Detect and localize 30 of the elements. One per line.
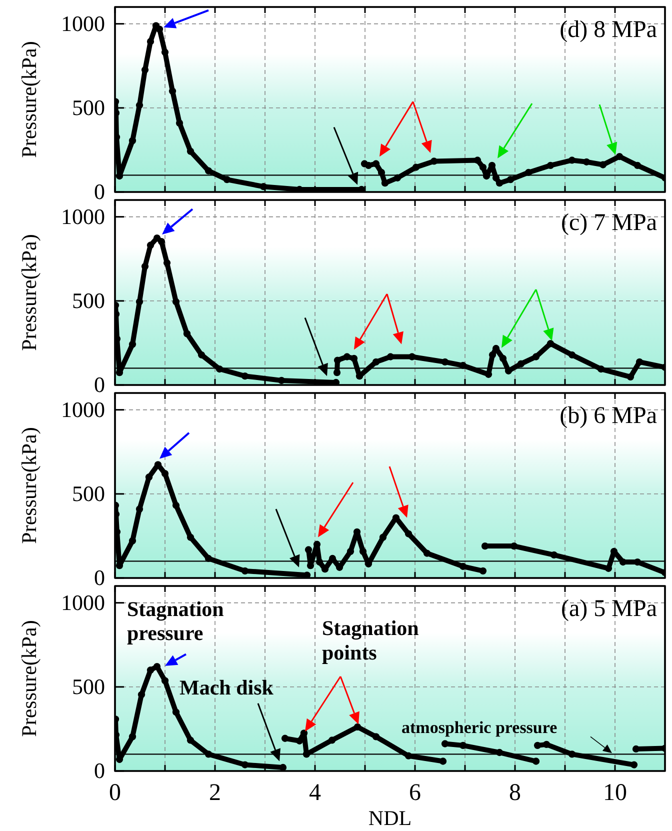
y-axis-title: Pressure(kPa) [17,234,41,351]
chart-title: (c) 7 MPa [561,210,658,236]
x-tick-label: 10 [603,780,627,806]
y-tick-label: 1000 [61,590,105,615]
y-tick-label: 0 [94,758,105,784]
annotation: Stagnation pressure [127,596,224,645]
y-tick-label: 0 [94,179,105,204]
y-tick-label: 500 [72,674,105,699]
chart-title: (a) 5 MPa [561,596,658,622]
chart-title: (d) 8 MPa [560,17,658,43]
y-tick-label: 500 [72,94,105,120]
y-tick-label: 0 [94,565,105,590]
y-tick-label: 500 [72,480,105,506]
y-axis-title: Pressure(kPa) [17,427,41,544]
x-tick-label: 4 [309,780,321,806]
chart-title: (b) 6 MPa [560,403,658,429]
y-tick-label: 500 [72,288,105,313]
x-tick-label: 2 [209,780,221,806]
x-tick-label: 8 [509,780,521,806]
x-axis-title: NDL [368,806,412,830]
annotation: atmospheric pressure [402,718,558,738]
y-axis-title: Pressure(kPa) [17,620,41,737]
y-tick-label: 0 [94,372,105,398]
y-tick-label: 1000 [61,396,105,422]
annotation: Stagnation points [322,616,420,664]
y-axis-title: Pressure(kPa) [17,41,41,158]
annotation: Mach disk [180,676,274,700]
x-tick-label: 6 [409,780,421,806]
y-tick-label: 1000 [61,204,105,229]
y-tick-label: 1000 [61,10,105,36]
